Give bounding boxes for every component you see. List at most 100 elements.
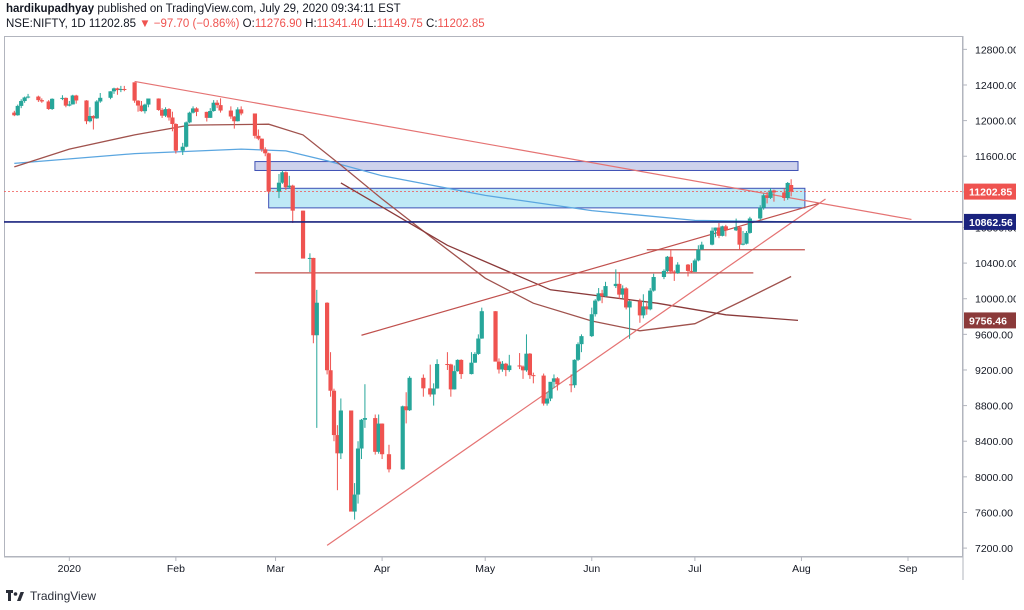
candle-body [452, 371, 457, 390]
candle-body [211, 102, 216, 111]
candlestick-chart[interactable]: 7200.00 7600.00 8000.00 8400.00 8800.00 9200.… [4, 36, 1019, 580]
footer-brand[interactable]: TradingView [30, 589, 97, 603]
candle-body [39, 100, 44, 102]
candle-body [36, 96, 41, 101]
y-tick-label: 10000.00 [975, 294, 1016, 306]
candle-body [569, 384, 574, 386]
candle-body [789, 185, 794, 192]
close-label: C: [426, 18, 438, 30]
candle-body [448, 364, 453, 390]
candle-body [94, 101, 99, 119]
open-value: 11276.90 [254, 18, 302, 30]
candle-body [520, 366, 526, 371]
author-name[interactable]: hardikupadhyay [6, 3, 95, 15]
candle-body [307, 257, 313, 259]
candle-body [431, 388, 436, 395]
price-label-text: 11202.85 [969, 187, 1012, 199]
price-label-text: 9756.46 [969, 315, 1007, 327]
candle-body [544, 398, 550, 404]
candle-body [737, 227, 742, 245]
candle-body [335, 435, 340, 454]
candle-body [744, 232, 749, 244]
candle-body [91, 115, 96, 119]
tradingview-logo-icon[interactable] [6, 590, 24, 602]
symbol-label: NSE:NIFTY, 1D [6, 18, 86, 30]
low-label: L: [366, 18, 377, 30]
candle-body [160, 110, 165, 116]
candle-body [204, 111, 209, 118]
candle-body [290, 185, 295, 211]
candle-body [215, 102, 220, 106]
close-value: 11202.85 [437, 18, 485, 30]
candle-body [785, 182, 790, 198]
candle-body [400, 406, 405, 470]
high-label: H: [305, 18, 317, 30]
y-tick-label: 9200.00 [975, 365, 1013, 377]
candle-body [496, 361, 502, 370]
candle-body [541, 375, 546, 404]
candle-body [359, 419, 364, 449]
candle-body [63, 97, 68, 106]
candle-body [548, 381, 553, 399]
candle-body [627, 301, 632, 308]
candle-body [696, 249, 701, 261]
candle-body [500, 363, 505, 370]
ma50-line [14, 123, 792, 332]
candle-body [672, 271, 677, 274]
candle-body [782, 192, 787, 198]
y-tick-label: 12000.00 [975, 116, 1016, 128]
candle-body [373, 418, 378, 452]
candle-body [156, 98, 161, 111]
candle-body [699, 244, 704, 250]
candle-body [87, 115, 93, 122]
candle-body [747, 218, 752, 233]
candle-body [531, 375, 536, 377]
moving-averages-layer [14, 123, 799, 332]
candle-body [668, 256, 673, 272]
trendline-0 [134, 80, 912, 221]
chart-header: hardikupadhyay published on TradingView.… [6, 0, 1016, 34]
candle-body [476, 338, 481, 354]
candle-body [709, 230, 715, 245]
candle-body [173, 123, 178, 151]
price-label-box [964, 183, 1016, 200]
candle-body [689, 270, 694, 272]
chart-area[interactable]: 7200.00 7600.00 8000.00 8400.00 8800.00 9200.… [4, 36, 1019, 580]
candle-body [685, 264, 691, 271]
candle-body [98, 97, 103, 102]
candle-body [503, 363, 508, 371]
candle-body [376, 423, 381, 452]
x-tick-label: Apr [374, 563, 391, 575]
y-tick-label: 11600.00 [975, 151, 1016, 163]
candle-body [67, 104, 72, 106]
candles-layer [12, 82, 794, 520]
candle-body [404, 406, 409, 411]
price-label-text: 10862.56 [969, 217, 1013, 229]
y-tick-label: 8400.00 [975, 436, 1013, 448]
candle-body [459, 359, 464, 375]
candle-body [472, 353, 478, 363]
candle-body [445, 364, 450, 366]
zones-layer [254, 161, 806, 209]
candle-body [648, 290, 653, 310]
candle-body [517, 365, 522, 367]
y-tick-label: 8800.00 [975, 401, 1013, 413]
x-tick-label: Jul [688, 563, 701, 575]
candle-body [599, 293, 605, 297]
candle-body [713, 227, 718, 231]
x-tick-label: Feb [167, 563, 185, 575]
candle-body [407, 377, 412, 411]
candle-body [421, 377, 426, 389]
candle-body [314, 302, 319, 336]
symbol-info: NSE:NIFTY, 1D 11202.85 ▼ −97.70 (−0.86%)… [6, 18, 485, 30]
candle-body [50, 98, 55, 110]
candle-body [287, 185, 292, 188]
candle-body [218, 105, 223, 111]
candle-body [589, 314, 594, 337]
y-tick-label: 12400.00 [975, 80, 1016, 92]
candle-body [434, 364, 440, 389]
candle-body [665, 256, 670, 271]
candle-body [572, 359, 577, 386]
candle-body [617, 283, 622, 295]
candle-body [331, 390, 337, 436]
